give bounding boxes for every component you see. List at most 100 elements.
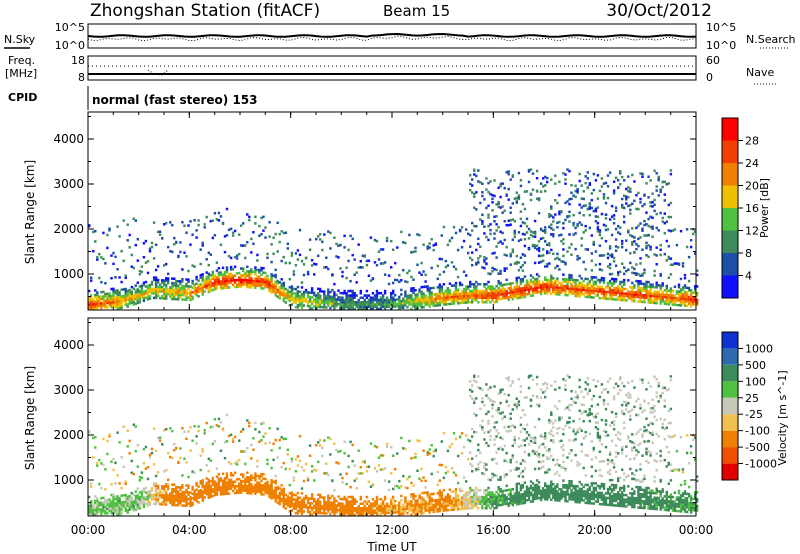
power-cell — [410, 300, 413, 304]
velocity-cell — [118, 508, 121, 511]
power-cell — [296, 303, 300, 307]
velocity-cell — [240, 473, 243, 476]
velocity-cell — [337, 495, 340, 498]
power-cell — [675, 262, 679, 265]
power-cell — [475, 292, 478, 295]
velocity-cell — [221, 479, 225, 482]
power-cell — [625, 269, 628, 273]
power-cell — [460, 292, 464, 296]
power-cell — [406, 280, 409, 284]
velocity-cell — [278, 496, 281, 499]
velocity-cell — [357, 504, 360, 508]
power-cell — [467, 251, 470, 255]
power-cell — [390, 307, 393, 311]
velocity-cell — [244, 484, 247, 488]
power-cell — [481, 301, 484, 304]
velocity-cell — [171, 494, 174, 498]
power-cell — [489, 292, 492, 295]
velocity-cell — [426, 506, 429, 510]
power-cell — [416, 300, 419, 303]
power-cell — [205, 258, 208, 261]
ytick-label: 4000 — [53, 132, 84, 146]
power-cell — [315, 237, 318, 241]
velocity-cell — [272, 489, 275, 492]
power-cell — [629, 297, 632, 300]
velocity-cell — [406, 500, 409, 504]
power-cell — [432, 300, 435, 303]
power-cell — [308, 248, 312, 251]
power-cell — [527, 168, 531, 172]
power-cell — [635, 207, 638, 211]
power-cell — [552, 283, 555, 287]
power-cell — [274, 268, 277, 272]
velocity-cell — [242, 489, 245, 492]
velocity-cell — [203, 491, 206, 495]
velocity-cell — [102, 437, 105, 441]
power-cell — [379, 248, 383, 251]
power-cell — [493, 289, 496, 293]
velocity-cell — [390, 498, 393, 501]
power-cell — [339, 305, 342, 308]
power-cell — [651, 299, 654, 302]
power-cell — [667, 303, 670, 306]
power-cell — [489, 289, 492, 293]
velocity-cell — [341, 509, 344, 512]
power-cell — [456, 248, 460, 252]
power-cell — [619, 298, 622, 302]
velocity-cell — [128, 497, 131, 500]
power-cell — [487, 190, 490, 194]
power-cell — [489, 272, 492, 276]
velocity-cell — [187, 493, 190, 496]
power-cell — [167, 277, 170, 280]
power-cell — [201, 241, 204, 245]
power-cell — [685, 295, 689, 299]
power-cell — [256, 275, 259, 278]
velocity-cell — [467, 502, 470, 506]
power-cell — [394, 261, 397, 265]
velocity-cell — [477, 443, 480, 446]
velocity-cell — [181, 484, 184, 487]
power-cell — [343, 307, 346, 311]
power-cell — [515, 292, 518, 295]
velocity-cell — [110, 505, 113, 508]
power-cell — [671, 294, 675, 297]
power-cell — [548, 225, 551, 229]
nsearch-label: N.Search — [746, 33, 796, 46]
power-cell — [523, 238, 527, 241]
power-cell — [576, 290, 579, 293]
power-cell — [124, 287, 127, 291]
power-cell — [138, 285, 142, 288]
velocity-cell — [219, 488, 223, 492]
power-cell — [515, 281, 518, 284]
power-cell — [495, 296, 498, 299]
power-cell — [256, 253, 259, 257]
power-cell — [507, 282, 510, 286]
power-cell — [108, 292, 111, 295]
power-cell — [102, 295, 105, 298]
power-cell — [442, 303, 446, 306]
velocity-cell — [128, 506, 131, 509]
power-cell — [104, 282, 107, 285]
power-cell — [209, 285, 212, 288]
velocity-cell — [227, 485, 231, 489]
velocity-cell — [290, 457, 294, 461]
velocity-cell — [88, 507, 91, 510]
power-cell — [651, 294, 654, 298]
velocity-cell — [483, 489, 486, 492]
power-cell — [456, 295, 460, 298]
power-cell — [242, 244, 245, 247]
velocity-cell — [185, 497, 188, 501]
power-cell — [363, 254, 366, 257]
power-cell — [651, 285, 654, 289]
velocity-cell — [96, 497, 99, 500]
power-cell — [489, 232, 492, 236]
power-cell — [262, 229, 265, 232]
power-cell — [359, 296, 362, 299]
velocity-cell — [477, 386, 480, 389]
velocity-cell — [242, 473, 245, 476]
velocity-cell — [296, 505, 300, 508]
power-cell — [152, 296, 156, 300]
power-cell — [146, 293, 150, 297]
power-cell — [438, 283, 441, 286]
velocity-cell — [156, 496, 160, 499]
